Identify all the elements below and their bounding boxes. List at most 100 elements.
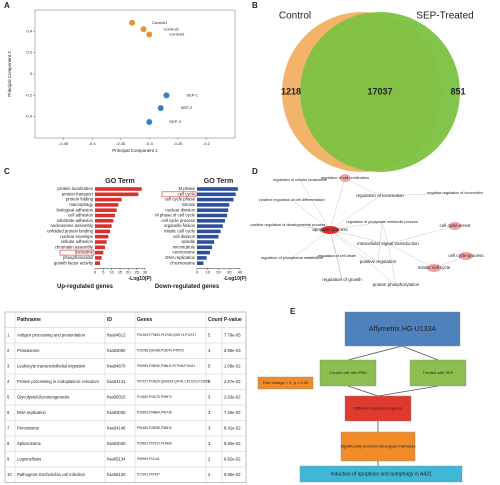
flow-box: [344, 311, 461, 347]
table-cell: 2: [208, 456, 211, 461]
network-node: [340, 174, 350, 182]
bar: [95, 245, 105, 250]
category-label: macrophagy: [69, 202, 93, 207]
category-label: organelle fission: [164, 223, 196, 228]
category-label: spindle: [181, 239, 195, 244]
table-cell: 3: [208, 410, 211, 415]
category-label: cell cycle phase: [165, 197, 196, 202]
table-cell: 9.62e-02: [224, 456, 241, 461]
table-cell: 8.92e-02: [224, 441, 241, 446]
category-label: nuclear envelope: [60, 234, 93, 239]
network-edge: [381, 221, 389, 245]
flow-arrow: [377, 385, 439, 397]
header-cell: ID: [107, 317, 112, 323]
table-cell: 9.85e-02: [224, 472, 241, 477]
point: [129, 19, 136, 26]
x-tick-label: 15: [118, 270, 123, 275]
category-label: lysosome: [75, 250, 94, 255]
x-axis-title: -Log10(P): [223, 276, 246, 282]
category-label: unfolded protein binding: [47, 229, 93, 234]
node-label: positive regulation: [360, 259, 397, 264]
network-edge: [379, 192, 456, 197]
network-edge: [291, 229, 331, 259]
header-cell: P-value: [224, 317, 242, 323]
table-cell: Pathogenic Escherichia coli infection: [17, 472, 86, 477]
bar: [197, 250, 210, 255]
x-tick-label: 25: [134, 270, 139, 275]
flow-arrow: [347, 385, 379, 397]
network-node: [459, 252, 473, 260]
point: [146, 31, 153, 38]
y-tick-label: 0: [30, 71, 33, 76]
table-cell: P01903,P79483,P13765,Q9GIY3,P13747: [137, 333, 196, 337]
x-tick-label: 10: [109, 270, 114, 275]
category-label: M phase: [179, 186, 196, 191]
x-tick-label: -0.45: [59, 141, 69, 146]
y-axis-title: Principal Component 2: [7, 51, 12, 97]
category-label: cell cycle: [178, 191, 196, 196]
category-label: DNA replication: [165, 255, 195, 260]
x-tick-label: 0: [94, 270, 97, 275]
bar: [197, 219, 225, 223]
node-label: cell cycle arrest: [439, 223, 471, 228]
table-cell: 4: [7, 379, 10, 384]
x-tick-label: -0.2: [203, 141, 211, 146]
network-node: [427, 264, 441, 272]
point-label: Control1: [152, 20, 168, 25]
y-tick-label: -0.4: [25, 114, 33, 119]
bar: [197, 224, 223, 228]
table-cell: P17301,P07437: [137, 473, 160, 477]
chart-title: GO Term: [105, 178, 134, 185]
network-edge: [329, 229, 397, 286]
x-tick-label: 20: [216, 270, 221, 275]
bar: [197, 234, 219, 239]
bar: [197, 256, 207, 260]
x-tick-label: 20: [126, 270, 131, 275]
point: [140, 26, 147, 33]
table-cell: 8: [7, 441, 10, 446]
flow-arrow: [347, 345, 403, 361]
highlight-box: [161, 191, 197, 198]
chart-footer: Up-regulated genes: [57, 284, 114, 290]
table-cell: Leukocyte transendothelial migration: [17, 363, 86, 368]
network-edge: [329, 229, 343, 281]
network-edge: [377, 221, 383, 263]
panel-letter: A: [4, 1, 10, 10]
network-node: [449, 222, 461, 230]
category-label: M phase of cell cycle: [155, 213, 195, 218]
point: [146, 119, 153, 125]
header-cell: Genes: [137, 317, 153, 323]
table-cell: 3: [208, 441, 211, 446]
node-label: regulation of locomotion: [356, 193, 404, 198]
bar: [95, 203, 119, 207]
x-tick-label: 30: [227, 270, 232, 275]
panel-letter: B: [252, 1, 258, 10]
node-label: regulation of cell death: [318, 254, 356, 258]
bar: [95, 261, 100, 265]
category-label: cellular adhesion: [61, 239, 94, 244]
network-edge: [387, 243, 435, 269]
flow-arrow: [401, 345, 439, 361]
y-tick-label: -0.2: [25, 92, 33, 97]
panel-letter: E: [290, 307, 296, 316]
table-cell: 1.09e-02: [224, 363, 241, 368]
node-label: regulation of growth: [322, 277, 362, 282]
table-cell: 6: [208, 379, 211, 384]
table-cell: 2.63e-02: [224, 394, 241, 399]
bar: [95, 192, 139, 197]
table-cell: hsa03050: [107, 348, 126, 353]
chart-footer: Down-regulated genes: [155, 284, 220, 290]
category-label: centrosome: [173, 250, 196, 255]
table-cell: 7: [7, 425, 10, 430]
flow-label: Different expression genes: [354, 406, 402, 411]
panel-letter: C: [4, 167, 10, 176]
table-cell: Proteasome: [17, 348, 40, 353]
category-label: chromatin assembly: [55, 244, 94, 249]
bar: [197, 213, 228, 218]
category-label: microtubule: [173, 244, 196, 249]
table-cell: 5: [7, 394, 10, 399]
flow-box: [257, 376, 314, 390]
table-cell: P51659,P28288,P35610: [137, 426, 172, 430]
table-cell: 5: [208, 332, 211, 337]
region-count: 17037: [367, 86, 392, 96]
